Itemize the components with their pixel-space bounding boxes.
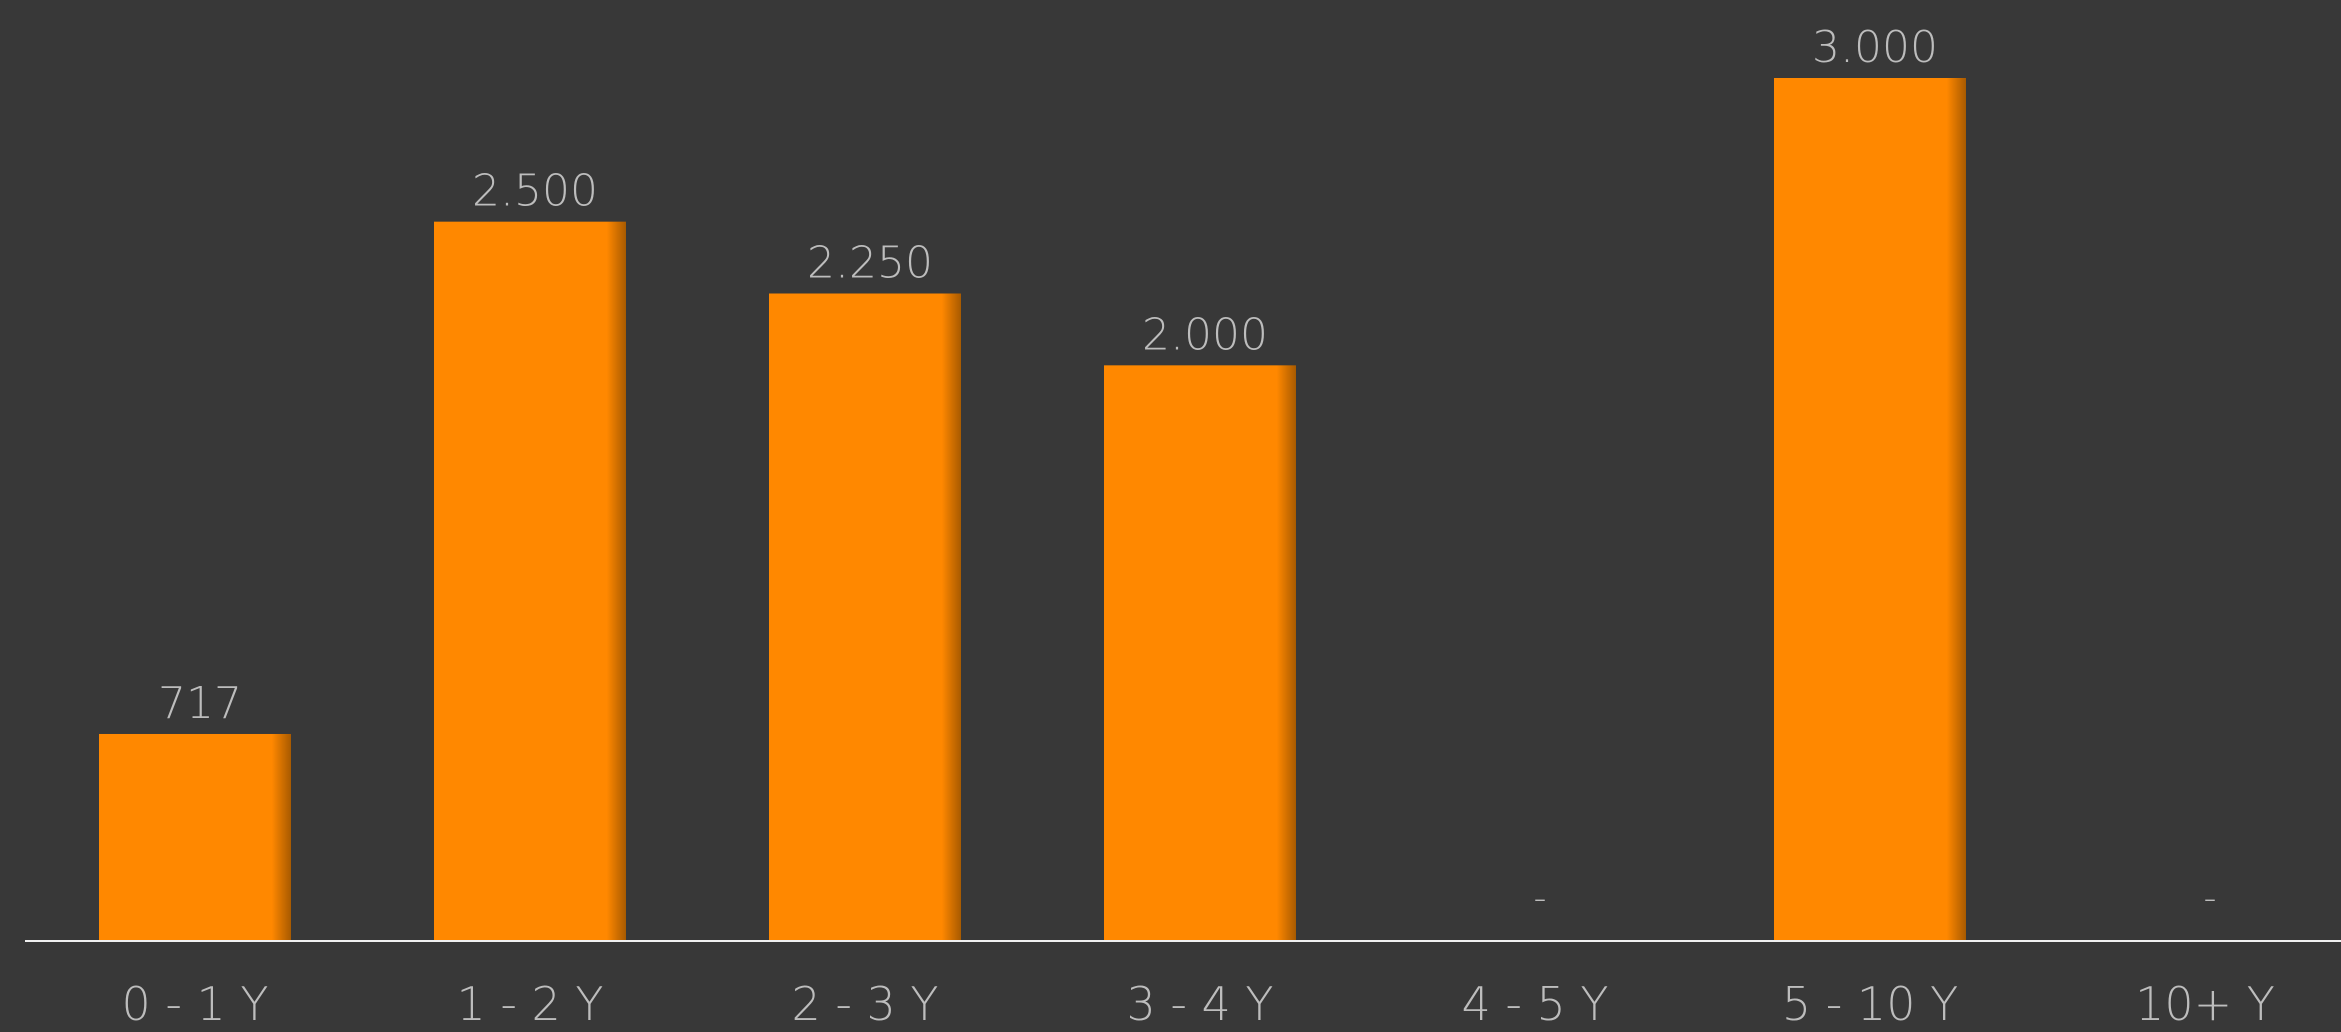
- x-tick-label: 10+ Y: [2135, 977, 2275, 1031]
- bar-3: [1104, 365, 1296, 940]
- bar-value-label: 2.000: [1142, 309, 1268, 360]
- value-labels-group: 717 2.500 2.250 2.000 - 3.000 -: [158, 22, 2216, 919]
- x-tick-label: 0 - 1 Y: [121, 977, 268, 1031]
- bar-1: [434, 221, 626, 940]
- bars-group: [99, 78, 1966, 940]
- bar-5: [1774, 78, 1966, 940]
- bar-value-label: 2.250: [807, 238, 933, 289]
- x-tick-label: 3 - 4 Y: [1126, 977, 1273, 1031]
- bar-0: [99, 733, 291, 940]
- bar-value-label: -: [1534, 878, 1547, 919]
- x-tick-label: 4 - 5 Y: [1461, 977, 1608, 1031]
- bar-value-label: 3.000: [1812, 22, 1938, 73]
- bar-value-label: -: [2204, 878, 2217, 919]
- x-tick-label: 2 - 3 Y: [791, 977, 938, 1031]
- x-tick-label: 5 - 10 Y: [1782, 977, 1958, 1031]
- x-tick-labels-group: 0 - 1 Y 1 - 2 Y 2 - 3 Y 3 - 4 Y 4 - 5 Y 5 - 1…: [121, 977, 2274, 1031]
- x-tick-label: 1 - 2 Y: [456, 977, 603, 1031]
- bar-value-label: 2.500: [472, 166, 598, 217]
- bar-value-label: 717: [158, 678, 242, 729]
- bar-2: [769, 293, 961, 940]
